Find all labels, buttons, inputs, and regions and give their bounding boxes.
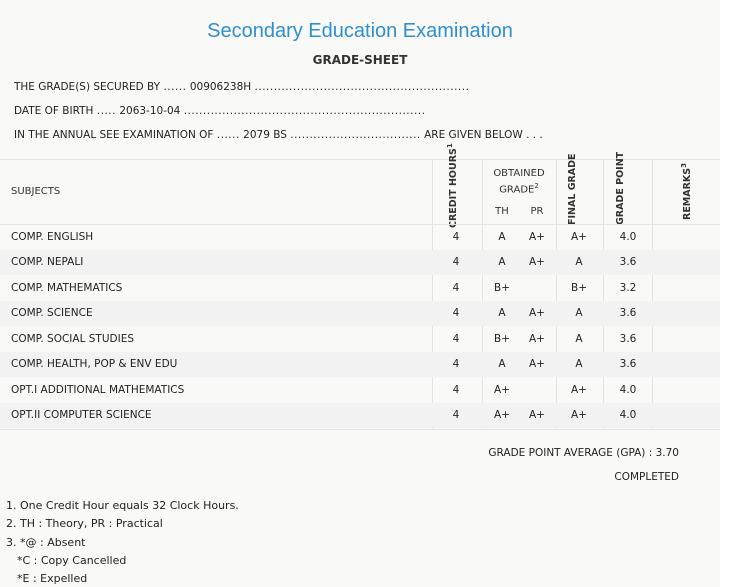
grade-point: 4.0 xyxy=(619,231,637,243)
date-of-birth: 2063-10-04 xyxy=(119,105,181,117)
practical-grade: A+ xyxy=(529,256,545,268)
final-grade: B+ xyxy=(570,282,587,294)
table-row: COMP. NEPALI 4 A A+ A 3.6 xyxy=(0,250,720,275)
footnote-1: 1. One Credit Hour equals 32 Clock Hours… xyxy=(6,499,239,512)
subject-name: OPT.I ADDITIONAL MATHEMATICS xyxy=(11,384,185,396)
subject-name: COMP. HEALTH, POP & ENV EDU xyxy=(11,358,178,370)
sheet-subtitle: GRADE-SHEET xyxy=(312,53,408,67)
exam-year: 2079 BS xyxy=(243,129,287,141)
practical-grade: A+ xyxy=(529,231,545,243)
page-margin xyxy=(720,0,754,587)
final-grade: A xyxy=(575,358,583,370)
header-bottom-border xyxy=(0,224,720,225)
table-row: OPT.I ADDITIONAL MATHEMATICS 4 A+ A+ 4.0 xyxy=(0,378,720,403)
credit-hours: 4 xyxy=(452,231,460,243)
practical-grade: A+ xyxy=(529,307,545,319)
grade-point: 3.2 xyxy=(619,282,637,294)
th-header: TH xyxy=(495,206,509,217)
practical-grade: A+ xyxy=(529,333,545,345)
theory-grade: B+ xyxy=(493,282,510,294)
obtained-grade-header: OBTAINED GRADE2 xyxy=(493,168,545,196)
subject-name: COMP. SCIENCE xyxy=(11,307,93,319)
final-grade: A+ xyxy=(571,384,587,396)
final-grade-header: FINAL GRADE xyxy=(567,153,578,225)
dob-line: DATE OF BIRTH ..... 2063-10-04 .........… xyxy=(14,105,426,117)
subject-name: COMP. SOCIAL STUDIES xyxy=(11,333,135,345)
footnote-copy-cancelled: *C : Copy Cancelled xyxy=(17,554,127,567)
credit-hours: 4 xyxy=(452,384,460,396)
final-grade: A xyxy=(575,333,583,345)
table-top-border xyxy=(0,159,720,160)
subject-name: COMP. ENGLISH xyxy=(11,231,94,243)
table-row: OPT.II COMPUTER SCIENCE 4 A+ A+ A+ 4.0 xyxy=(0,403,720,428)
credit-hours: 4 xyxy=(452,358,460,370)
remarks-header: REMARKS3 xyxy=(680,162,694,220)
practical-grade xyxy=(522,378,552,403)
exam-line: IN THE ANNUAL SEE EXAMINATION OF ...... … xyxy=(14,129,543,141)
gpa-summary: GRADE POINT AVERAGE (GPA) : 3.70 xyxy=(488,447,679,459)
final-grade: A+ xyxy=(571,409,587,421)
grade-point: 4.0 xyxy=(619,384,637,396)
theory-grade: A+ xyxy=(494,409,510,421)
table-row: COMP. HEALTH, POP & ENV EDU 4 A A+ A 3.6 xyxy=(0,352,720,377)
credit-hours: 4 xyxy=(452,307,460,319)
theory-grade: A xyxy=(498,256,506,268)
subject-name: OPT.II COMPUTER SCIENCE xyxy=(11,409,152,421)
result-status: COMPLETED xyxy=(614,471,679,483)
theory-grade: A xyxy=(498,231,506,243)
table-row: COMP. ENGLISH 4 A A+ A+ 4.0 xyxy=(0,225,720,250)
grade-point: 3.6 xyxy=(619,358,637,370)
practical-grade: A+ xyxy=(529,409,545,421)
final-grade: A xyxy=(575,307,583,319)
grade-point: 3.6 xyxy=(619,256,637,268)
symbol-number: 00906238H xyxy=(189,81,252,93)
final-grade: A+ xyxy=(571,231,587,243)
credit-hours-header: CREDIT HOURS1 xyxy=(446,143,460,228)
subject-name: COMP. MATHEMATICS xyxy=(11,282,123,294)
theory-grade: A+ xyxy=(494,384,510,396)
grade-point: 4.0 xyxy=(619,409,637,421)
subjects-header: SUBJECTS xyxy=(11,186,61,197)
grade-point-header: GRADE POINT xyxy=(615,151,626,225)
credit-hours: 4 xyxy=(452,282,460,294)
exam-label: IN THE ANNUAL SEE EXAMINATION OF xyxy=(14,129,214,141)
credit-hours: 4 xyxy=(452,409,460,421)
footnote-3: 3. *@ : Absent xyxy=(6,536,86,549)
practical-grade: A+ xyxy=(529,358,545,370)
credit-hours: 4 xyxy=(452,333,460,345)
table-row: COMP. SCIENCE 4 A A+ A 3.6 xyxy=(0,301,720,326)
given-below: ARE GIVEN BELOW . . . xyxy=(424,129,543,141)
pr-header: PR xyxy=(530,206,544,217)
theory-grade: B+ xyxy=(493,333,510,345)
secured-by-label: THE GRADE(S) SECURED BY xyxy=(14,81,161,93)
table-row: COMP. SOCIAL STUDIES 4 B+ A+ A 3.6 xyxy=(0,327,720,352)
subject-name: COMP. NEPALI xyxy=(11,256,84,268)
grade-sheet: Secondary Education Examination GRADE-SH… xyxy=(0,20,720,585)
final-grade: A xyxy=(575,256,583,268)
table-row: COMP. MATHEMATICS 4 B+ B+ 3.2 xyxy=(0,276,720,301)
theory-grade: A xyxy=(498,307,506,319)
footnote-expelled: *E : Expelled xyxy=(17,572,88,585)
secured-by-line: THE GRADE(S) SECURED BY ...... 00906238H… xyxy=(14,81,470,93)
footnote-2: 2. TH : Theory, PR : Practical xyxy=(6,517,163,530)
credit-hours: 4 xyxy=(452,256,460,268)
grade-point: 3.6 xyxy=(619,307,637,319)
theory-grade: A xyxy=(498,358,506,370)
dob-label: DATE OF BIRTH xyxy=(14,105,94,117)
exam-title: Secondary Education Examination xyxy=(207,20,513,42)
practical-grade xyxy=(522,276,552,301)
grade-point: 3.6 xyxy=(619,333,637,345)
table-bottom-border xyxy=(0,429,720,430)
